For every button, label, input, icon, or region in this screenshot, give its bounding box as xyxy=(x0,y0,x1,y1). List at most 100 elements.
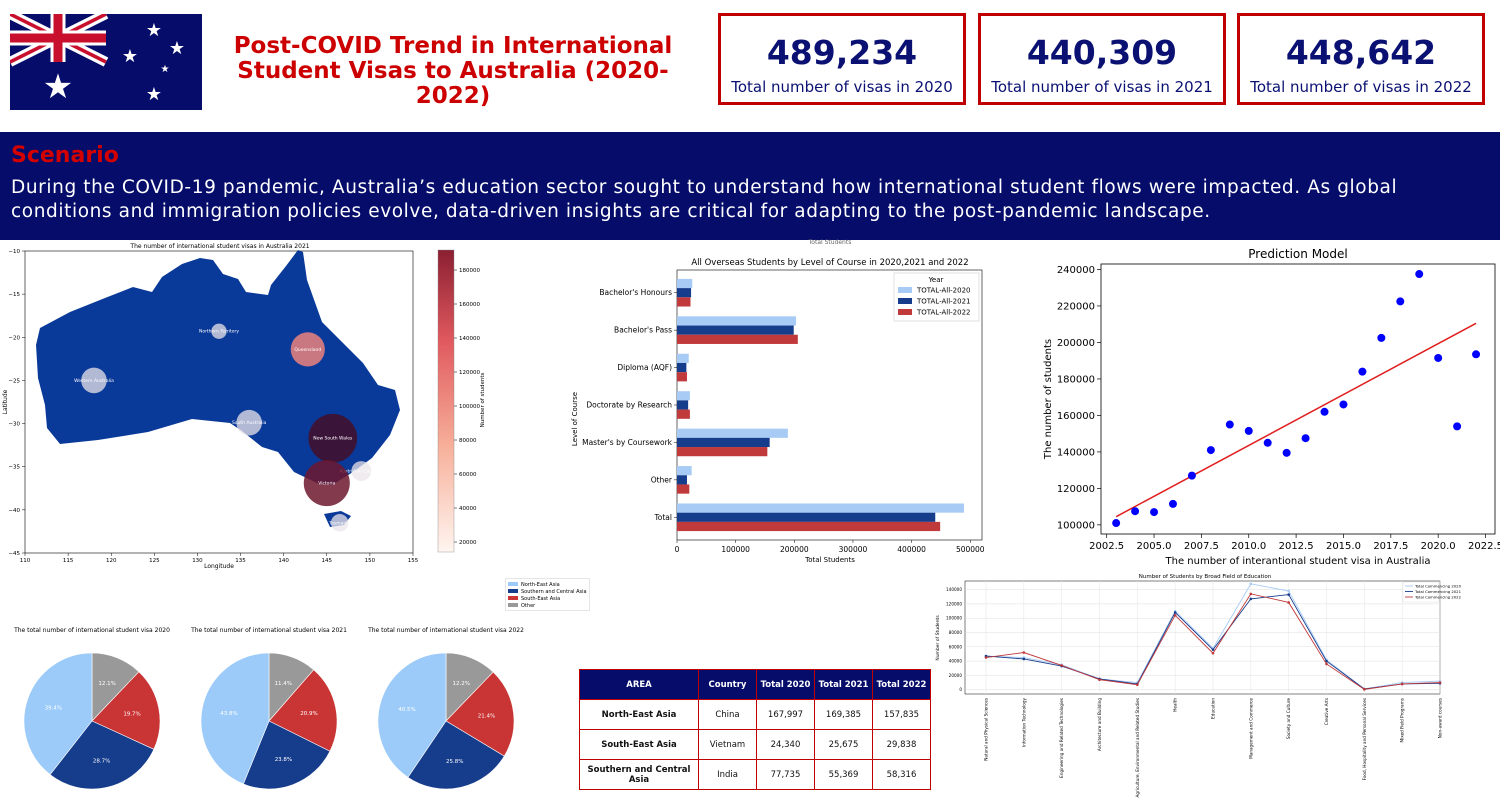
prediction-point xyxy=(1282,448,1291,457)
colorbar-label: Number of students xyxy=(480,372,486,427)
field-point xyxy=(984,656,988,659)
pie-slice-label: 40.5% xyxy=(398,707,415,713)
pie-2021-title: The total number of international studen… xyxy=(190,627,347,634)
field-point xyxy=(1325,659,1328,663)
map-state-label: Victoria xyxy=(318,481,335,487)
pie-slice-label: 11.4% xyxy=(275,681,292,687)
kpi-value-2021: 440,309 xyxy=(1026,33,1178,72)
prediction-xtick-label: 2017.5 xyxy=(1373,541,1408,552)
bar-legend-swatch xyxy=(898,287,912,293)
prediction-point xyxy=(1301,434,1310,443)
colorbar-tick-label: 100000 xyxy=(459,404,480,410)
table-cell: China xyxy=(698,699,757,730)
kpi-card-2021: 440,309 Total number of visas in 2021 xyxy=(978,13,1226,105)
bar-total-all-2020 xyxy=(677,316,797,326)
bar-category-label: Master's by Coursework xyxy=(582,438,673,447)
prediction-point xyxy=(1358,367,1367,376)
pie-legend-swatch xyxy=(508,603,518,607)
table-cell: Southern and Central Asia xyxy=(579,759,699,790)
field-point xyxy=(1325,662,1328,666)
map-xtick-label: 140 xyxy=(278,558,289,564)
field-legend-label: Total Commencing 2020 xyxy=(1414,584,1462,589)
title-line-1: Post-COVID Trend in International xyxy=(233,33,673,59)
field-ylabel: Number of Students xyxy=(935,615,941,661)
field-point xyxy=(1173,614,1177,617)
map-chart: The number of international student visa… xyxy=(2,243,486,570)
map-state-label: Australian Capital T xyxy=(339,469,383,475)
field-xtick-label: Food, Hospitality and Personal Services xyxy=(1362,698,1367,780)
map-state-label: Northern Territory xyxy=(199,329,239,335)
bar-xtick-label: 400000 xyxy=(897,545,926,554)
map-xtick-label: 115 xyxy=(63,558,74,564)
bar-total-all-2021 xyxy=(677,362,687,373)
bar-legend-title: Year xyxy=(928,276,944,284)
bar-total-all-2021 xyxy=(677,288,692,298)
map-colorbar xyxy=(437,249,455,553)
field-xtick-label: Creative Arts xyxy=(1324,698,1329,725)
field-ytick-label: 60000 xyxy=(949,644,963,649)
prediction-ytick-label: 140000 xyxy=(1057,447,1095,458)
pie-slice xyxy=(91,671,161,750)
map-xtick-label: 120 xyxy=(106,558,117,564)
field-point xyxy=(1249,592,1253,596)
map-xlabel: Longitude xyxy=(204,563,234,570)
bar-total-all-2020 xyxy=(677,466,692,476)
pie-charts: The total number of international studen… xyxy=(13,627,524,790)
map-xtick-label: 135 xyxy=(235,558,246,564)
table-cell: South-East Asia xyxy=(579,729,699,760)
map-bubble xyxy=(290,332,325,367)
bar-total-all-2021 xyxy=(677,512,936,522)
field-point xyxy=(1211,648,1215,651)
bar-category-label: Bachelor's Honours xyxy=(599,288,672,297)
prediction-point xyxy=(1339,400,1348,409)
prediction-xtick-label: 2012.5 xyxy=(1279,541,1314,552)
scenario-banner: Scenario During the COVID-19 pandemic, A… xyxy=(0,132,1500,240)
svg-text:★: ★ xyxy=(161,64,170,75)
bar-total-all-2021 xyxy=(677,437,770,448)
field-point xyxy=(1287,589,1290,593)
dashboard-title: Post-COVID Trend in International Studen… xyxy=(212,34,694,109)
pie-slice xyxy=(377,652,447,778)
svg-text:★: ★ xyxy=(146,20,162,41)
table-header-row: AREA Country Total 2020 Total 2021 Total… xyxy=(579,669,931,700)
svg-text:★: ★ xyxy=(169,38,185,59)
prediction-xtick-label: 2020.0 xyxy=(1421,541,1456,552)
map-ytick-label: −20 xyxy=(8,335,20,341)
bar-xtick-label: 0 xyxy=(675,545,680,554)
table-cell: Vietnam xyxy=(698,729,757,760)
pie-slice-label: 21.4% xyxy=(478,714,495,720)
pie-2022-title: The total number of international studen… xyxy=(367,627,524,634)
field-xtick-label: Management and Commerce xyxy=(1248,698,1253,759)
prediction-point xyxy=(1415,270,1424,279)
field-of-education-line-chart: Number of Students by Broad Field of Edu… xyxy=(935,574,1462,797)
prediction-point xyxy=(1168,499,1177,508)
pie-slice-label: 39.4% xyxy=(45,706,62,712)
pie-slice-label: 12.2% xyxy=(453,681,470,687)
pie-slice xyxy=(23,652,93,775)
bar-total-all-2021 xyxy=(677,325,794,335)
bar-total-all-2022 xyxy=(677,372,687,382)
pie-legend-label: South-East Asia xyxy=(521,596,560,602)
svg-text:★: ★ xyxy=(146,84,162,105)
bar-total-all-2022 xyxy=(677,484,690,494)
pie-slice-label: 23.8% xyxy=(275,757,292,763)
pie-legend-label: Southern and Central Asia xyxy=(521,589,587,595)
scenario-text: During the COVID-19 pandemic, Australia’… xyxy=(11,177,1398,222)
prediction-point xyxy=(1187,471,1196,480)
map-ylabel: Latitude xyxy=(2,389,9,414)
map-ytick-label: −25 xyxy=(8,378,20,384)
bar-total-all-2020 xyxy=(677,278,693,289)
bar-total-all-2020 xyxy=(677,353,689,363)
prediction-ylabel: The number of students xyxy=(1043,339,1054,460)
prediction-point xyxy=(1434,353,1443,362)
field-xtick-label: Health xyxy=(1173,698,1178,712)
bar-legend-swatch xyxy=(898,298,912,304)
table-cell: 24,340 xyxy=(756,729,815,760)
bar-legend-label: TOTAL-All-2020 xyxy=(916,287,970,295)
field-point xyxy=(1400,682,1404,686)
bar-category-label: Doctorate by Research xyxy=(586,401,672,410)
colorbar-tick-label: 40000 xyxy=(459,506,477,512)
colorbar-tick-label: 20000 xyxy=(459,540,477,546)
pie-slice xyxy=(49,720,155,790)
